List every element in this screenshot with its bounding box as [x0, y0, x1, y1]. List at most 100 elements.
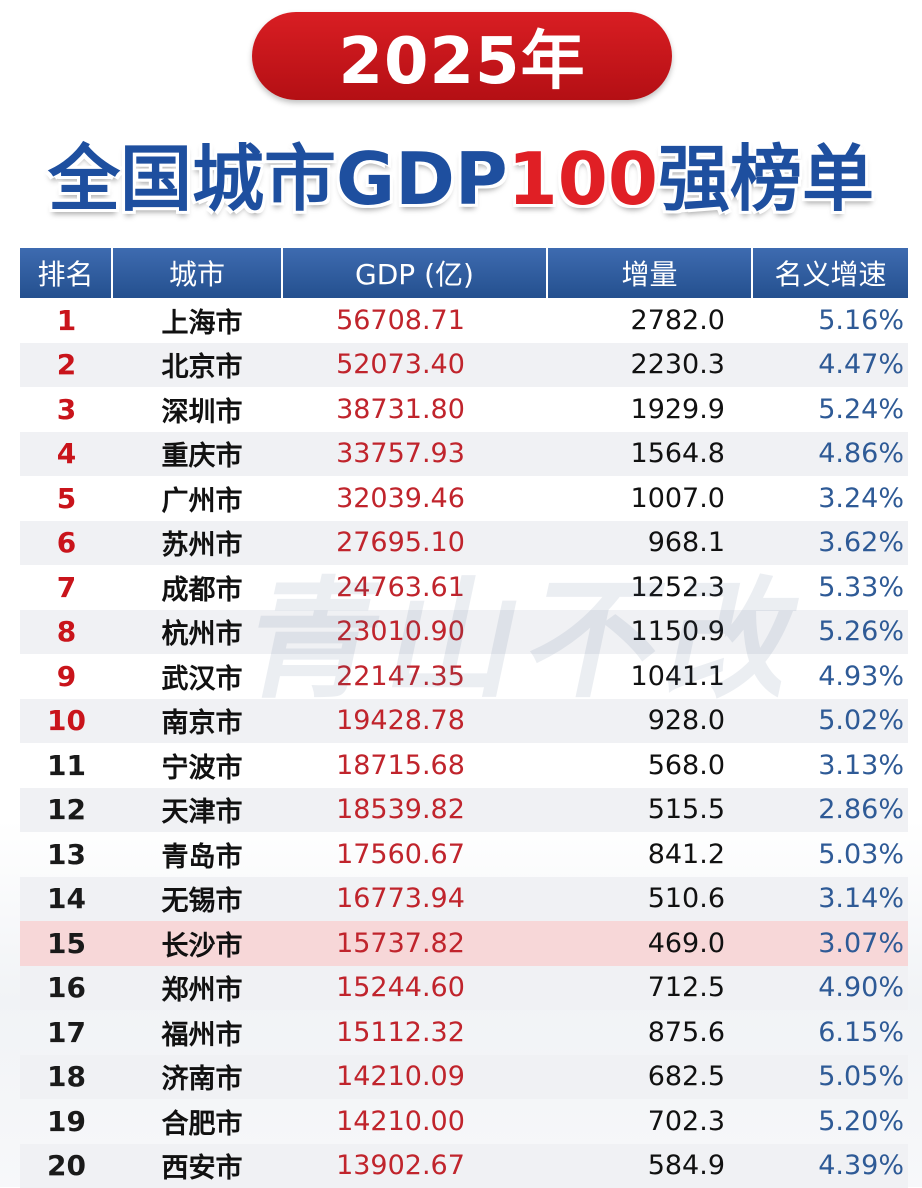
rank-cell: 12 — [20, 788, 113, 833]
increment-cell: 469.0 — [548, 921, 753, 966]
growth-cell: 4.86% — [753, 432, 908, 477]
increment-cell: 2782.0 — [548, 298, 753, 343]
increment-cell: 568.0 — [548, 743, 753, 788]
rank-cell: 18 — [20, 1055, 113, 1100]
city-cell: 深圳市 — [113, 387, 283, 432]
gdp-cell: 16773.94 — [283, 877, 548, 922]
rank-cell: 11 — [20, 743, 113, 788]
city-cell: 长沙市 — [113, 921, 283, 966]
gdp-cell: 17560.67 — [283, 832, 548, 877]
growth-cell: 5.16% — [753, 298, 908, 343]
city-cell: 济南市 — [113, 1055, 283, 1100]
rank-cell: 2 — [20, 343, 113, 388]
increment-cell: 515.5 — [548, 788, 753, 833]
header-gdp: GDP (亿) — [283, 248, 548, 298]
increment-cell: 875.6 — [548, 1010, 753, 1055]
increment-cell: 702.3 — [548, 1099, 753, 1144]
city-cell: 天津市 — [113, 788, 283, 833]
increment-cell: 712.5 — [548, 966, 753, 1011]
rank-cell: 20 — [20, 1144, 113, 1188]
city-cell: 青岛市 — [113, 832, 283, 877]
increment-cell: 584.9 — [548, 1144, 753, 1188]
city-cell: 重庆市 — [113, 432, 283, 477]
growth-cell: 2.86% — [753, 788, 908, 833]
increment-cell: 1007.0 — [548, 476, 753, 521]
gdp-cell: 14210.09 — [283, 1055, 548, 1100]
city-cell: 福州市 — [113, 1010, 283, 1055]
year-badge: 2025年 — [252, 12, 672, 100]
increment-cell: 1929.9 — [548, 387, 753, 432]
page-title: 全国城市GDP100强榜单 — [0, 132, 922, 226]
growth-cell: 3.13% — [753, 743, 908, 788]
rank-cell: 5 — [20, 476, 113, 521]
increment-cell: 1564.8 — [548, 432, 753, 477]
city-cell: 西安市 — [113, 1144, 283, 1188]
rank-cell: 6 — [20, 521, 113, 566]
increment-cell: 510.6 — [548, 877, 753, 922]
rank-cell: 4 — [20, 432, 113, 477]
gdp-cell: 15112.32 — [283, 1010, 548, 1055]
city-cell: 无锡市 — [113, 877, 283, 922]
header-city: 城市 — [113, 248, 283, 298]
year-text: 2025年 — [338, 10, 585, 102]
growth-cell: 4.39% — [753, 1144, 908, 1188]
growth-cell: 3.07% — [753, 921, 908, 966]
gdp-cell: 18539.82 — [283, 788, 548, 833]
title-suffix: 强榜单 — [658, 137, 874, 221]
rank-cell: 10 — [20, 699, 113, 744]
rank-cell: 13 — [20, 832, 113, 877]
increment-cell: 2230.3 — [548, 343, 753, 388]
title-prefix: 全国城市GDP — [48, 137, 508, 221]
rank-cell: 9 — [20, 654, 113, 699]
header-increment: 增量 — [548, 248, 753, 298]
growth-cell: 3.14% — [753, 877, 908, 922]
growth-cell: 5.05% — [753, 1055, 908, 1100]
rank-cell: 7 — [20, 565, 113, 610]
header-rank: 排名 — [20, 248, 113, 298]
growth-cell: 4.90% — [753, 966, 908, 1011]
city-cell: 上海市 — [113, 298, 283, 343]
gdp-cell: 38731.80 — [283, 387, 548, 432]
rank-cell: 1 — [20, 298, 113, 343]
city-cell: 宁波市 — [113, 743, 283, 788]
growth-cell: 4.47% — [753, 343, 908, 388]
gdp-cell: 14210.00 — [283, 1099, 548, 1144]
growth-cell: 6.15% — [753, 1010, 908, 1055]
growth-cell: 5.03% — [753, 832, 908, 877]
rank-cell: 15 — [20, 921, 113, 966]
title-highlight: 100 — [508, 137, 658, 221]
header-growth: 名义增速 — [753, 248, 908, 298]
gdp-cell: 15737.82 — [283, 921, 548, 966]
rank-cell: 8 — [20, 610, 113, 655]
rank-cell: 19 — [20, 1099, 113, 1144]
watermark: 青山不改 — [232, 555, 808, 725]
table-header: 排名 城市 GDP (亿) 增量 名义增速 — [20, 248, 908, 298]
gdp-cell: 33757.93 — [283, 432, 548, 477]
gdp-cell: 13902.67 — [283, 1144, 548, 1188]
gdp-cell: 32039.46 — [283, 476, 548, 521]
rank-cell: 3 — [20, 387, 113, 432]
gdp-cell: 56708.71 — [283, 298, 548, 343]
city-cell: 北京市 — [113, 343, 283, 388]
growth-cell: 5.02% — [753, 699, 908, 744]
gdp-cell: 18715.68 — [283, 743, 548, 788]
gdp-cell: 52073.40 — [283, 343, 548, 388]
rank-cell: 17 — [20, 1010, 113, 1055]
growth-cell: 5.20% — [753, 1099, 908, 1144]
increment-cell: 841.2 — [548, 832, 753, 877]
